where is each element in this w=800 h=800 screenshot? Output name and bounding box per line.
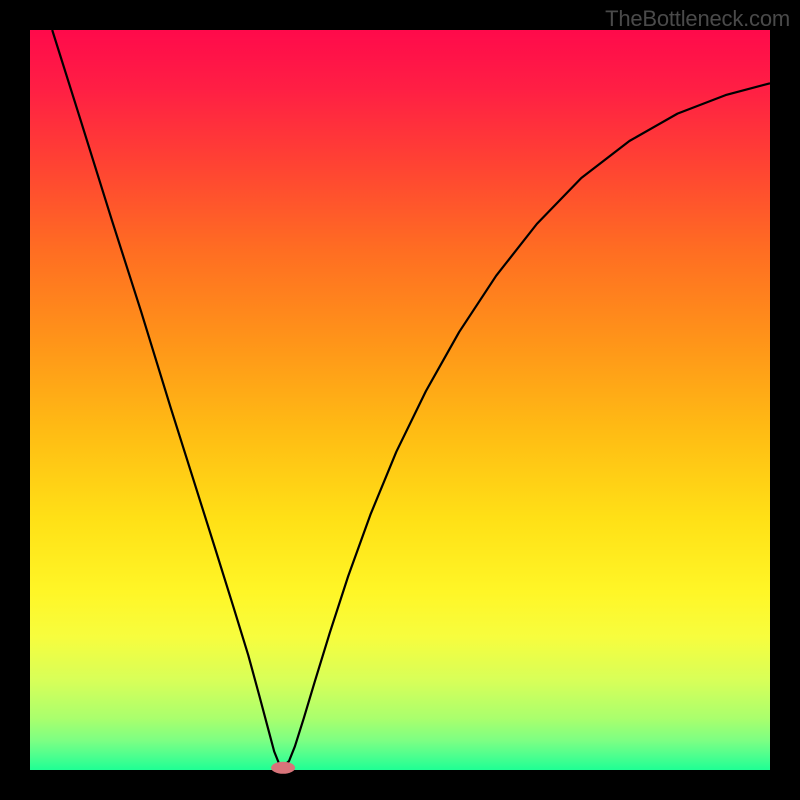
bottleneck-curve-chart — [0, 0, 800, 800]
chart-container: TheBottleneck.com — [0, 0, 800, 800]
watermark-text: TheBottleneck.com — [605, 6, 790, 32]
plot-background — [30, 30, 770, 770]
optimal-point-marker — [271, 762, 295, 774]
